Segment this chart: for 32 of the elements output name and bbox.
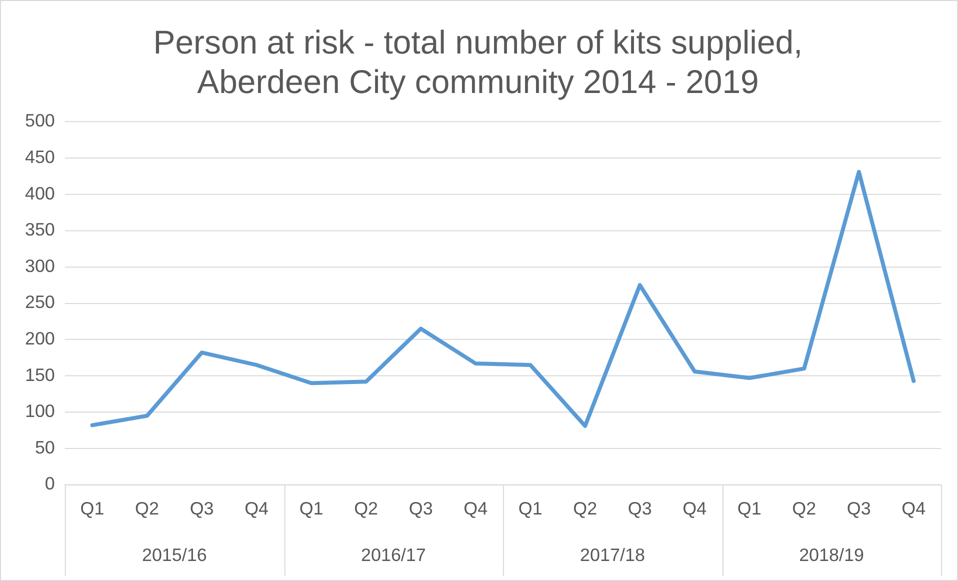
y-tick-label: 350 <box>24 220 55 240</box>
x-tick-label: Q2 <box>354 498 378 518</box>
y-tick-label: 200 <box>24 328 55 348</box>
y-tick-label: 500 <box>24 110 55 131</box>
x-tick-label: Q1 <box>80 498 104 518</box>
x-tick-label: Q2 <box>135 498 160 518</box>
x-tick-label: Q4 <box>682 498 707 518</box>
y-tick-label: 450 <box>24 147 55 168</box>
x-tick-label: Q1 <box>737 498 762 518</box>
x-tick-label: Q1 <box>299 498 324 518</box>
y-tick-label: 300 <box>24 256 55 276</box>
text: 2017/18 <box>580 545 645 566</box>
text: 2016/17 <box>361 545 426 566</box>
x-tick-label: Q3 <box>846 498 871 518</box>
x-tick-label: Q2 <box>792 498 816 518</box>
chart-title: Person at risk - total number of kits supplied, Aberdeen City community 2014 - 2019 <box>153 24 803 100</box>
y-tick-label: 250 <box>24 292 55 312</box>
x-tick-label: Q3 <box>628 498 652 518</box>
x-tick-label: Q4 <box>902 498 926 518</box>
y-tick-label: 0 <box>44 474 55 494</box>
text: 2018/19 <box>799 545 864 566</box>
y-tick-label: 100 <box>24 401 55 422</box>
x-tick-label: Q3 <box>408 498 433 518</box>
x-tick-label: Q1 <box>518 498 542 518</box>
x-tick-label: Q4 <box>464 498 488 518</box>
text: 2015/16 <box>142 545 207 566</box>
y-tick-label: 400 <box>24 183 55 204</box>
y-tick-label: 50 <box>34 437 55 458</box>
x-tick-label: Q2 <box>573 498 598 518</box>
x-tick-label: Q4 <box>244 498 269 518</box>
x-tick-label: Q3 <box>190 498 214 518</box>
y-tick-label: 150 <box>24 364 55 385</box>
